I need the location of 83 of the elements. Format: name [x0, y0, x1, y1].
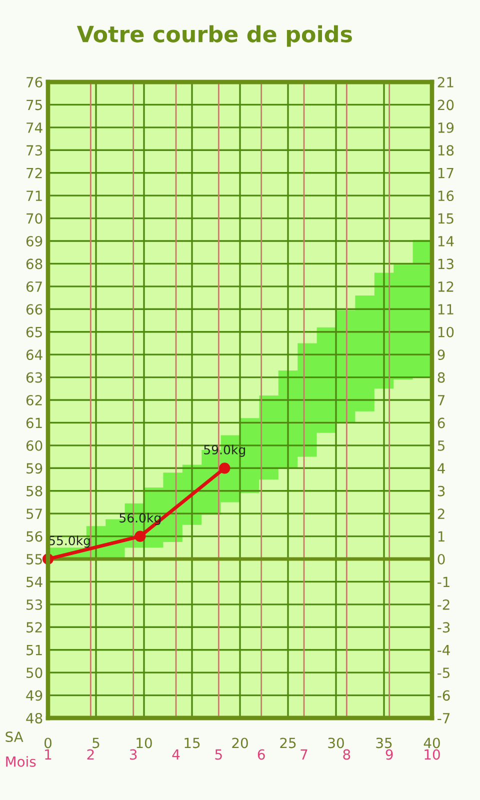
- y-tick-label: 68: [26, 258, 42, 270]
- y-tick-label: 55: [26, 554, 42, 564]
- x-tick-label: 40: [424, 738, 440, 748]
- y2-tick-label: 12: [438, 281, 454, 292]
- y-tick-label: 57: [26, 508, 42, 520]
- y2-tick-label: -1: [438, 576, 450, 587]
- y-tick-label: 74: [26, 122, 42, 133]
- y2-tick-label: 18: [438, 145, 454, 156]
- y-tick-label: 69: [26, 236, 42, 246]
- y-tick-label: 48: [26, 712, 42, 724]
- x2-tick-label: 7: [300, 749, 308, 760]
- y-tick-label: 72: [26, 168, 42, 178]
- y2-tick-label: 13: [438, 258, 454, 270]
- x2-tick-label: 4: [172, 749, 180, 760]
- y-tick-label: 61: [26, 418, 42, 428]
- y-tick-label: 75: [26, 100, 42, 110]
- y2-tick-label: -4: [438, 645, 450, 656]
- y2-tick-label: 5: [438, 440, 444, 451]
- y-tick-label: 54: [26, 576, 42, 588]
- x2-tick-label: 1: [45, 749, 52, 760]
- y2-tick-label: 7: [438, 395, 445, 406]
- point: [134, 530, 146, 542]
- y-tick-label: 62: [26, 394, 42, 406]
- x2-tick-label: 2: [87, 749, 94, 760]
- y2-tick-label: 9: [438, 350, 445, 360]
- x2-tick-label: 9: [386, 749, 393, 760]
- x2-axis-title: Mois: [6, 756, 36, 767]
- y-tick-label: 63: [26, 372, 42, 383]
- x2-tick-label: 5: [215, 749, 222, 760]
- y-tick-label: 49: [26, 690, 42, 701]
- x-tick-label: 5: [92, 738, 100, 748]
- y2-tick-label: 2: [438, 508, 444, 519]
- y-tick-label: 73: [26, 145, 42, 156]
- chart-title: Votre courbe de poids: [76, 25, 352, 47]
- y-tick-label: 50: [26, 668, 42, 678]
- y-tick-label: 66: [26, 304, 42, 315]
- x-tick-label: 20: [232, 738, 248, 748]
- y-tick-label: 56: [26, 531, 42, 542]
- y2-tick-label: 15: [438, 213, 454, 224]
- x2-tick-label: 8: [343, 749, 350, 760]
- x-tick-label: 10: [136, 738, 152, 748]
- y2-tick-label: -3: [438, 622, 450, 633]
- y-tick-label: 71: [26, 190, 42, 201]
- y2-tick-label: 4: [438, 463, 445, 474]
- y2-tick-label: -5: [438, 668, 450, 678]
- x2-tick-label: 3: [130, 749, 137, 760]
- y2-tick-label: 16: [438, 190, 454, 202]
- x-tick-label: 25: [280, 738, 296, 748]
- y2-tick-label: 6: [438, 418, 445, 428]
- y2-tick-label: 0: [438, 554, 445, 564]
- y-tick-label: 59: [26, 463, 42, 474]
- y2-tick-label: 11: [438, 304, 454, 314]
- x2-tick-label: 10: [424, 749, 440, 760]
- y2-tick-label: -6: [438, 690, 450, 701]
- y2-tick-label: -2: [438, 599, 450, 610]
- y-tick-label: 67: [26, 281, 42, 292]
- x-axis-title: SA: [6, 732, 24, 742]
- y2-tick-label: 17: [438, 168, 454, 178]
- y-tick-label: 70: [26, 213, 42, 224]
- y2-tick-label: 14: [438, 236, 454, 246]
- y2-tick-label: 10: [438, 326, 454, 338]
- y-tick-label: 64: [26, 350, 42, 360]
- y2-tick-label: 19: [438, 122, 454, 133]
- point: [219, 462, 230, 474]
- y-tick-label: 60: [26, 440, 42, 451]
- y2-tick-label: 8: [438, 372, 445, 383]
- x-tick-label: 35: [376, 738, 392, 748]
- y-tick-label: 76: [26, 76, 42, 88]
- y-tick-label: 65: [26, 326, 42, 338]
- y-tick-label: 58: [26, 486, 42, 496]
- y2-tick-label: 3: [438, 486, 445, 496]
- x2-tick-label: 6: [258, 749, 265, 760]
- x-tick-label: 30: [328, 738, 344, 748]
- x-tick-label: 0: [44, 738, 52, 748]
- x-tick-label: 15: [184, 738, 200, 748]
- y2-tick-label: 1: [438, 531, 444, 542]
- y-tick-label: 52: [26, 622, 42, 633]
- y2-tick-label: -7: [438, 713, 450, 724]
- y2-tick-label: 21: [438, 76, 454, 88]
- y-tick-label: 53: [26, 599, 42, 610]
- y2-tick-label: 20: [438, 100, 454, 110]
- y-tick-label: 51: [26, 645, 42, 656]
- data-label: 55.0kg: [48, 536, 90, 548]
